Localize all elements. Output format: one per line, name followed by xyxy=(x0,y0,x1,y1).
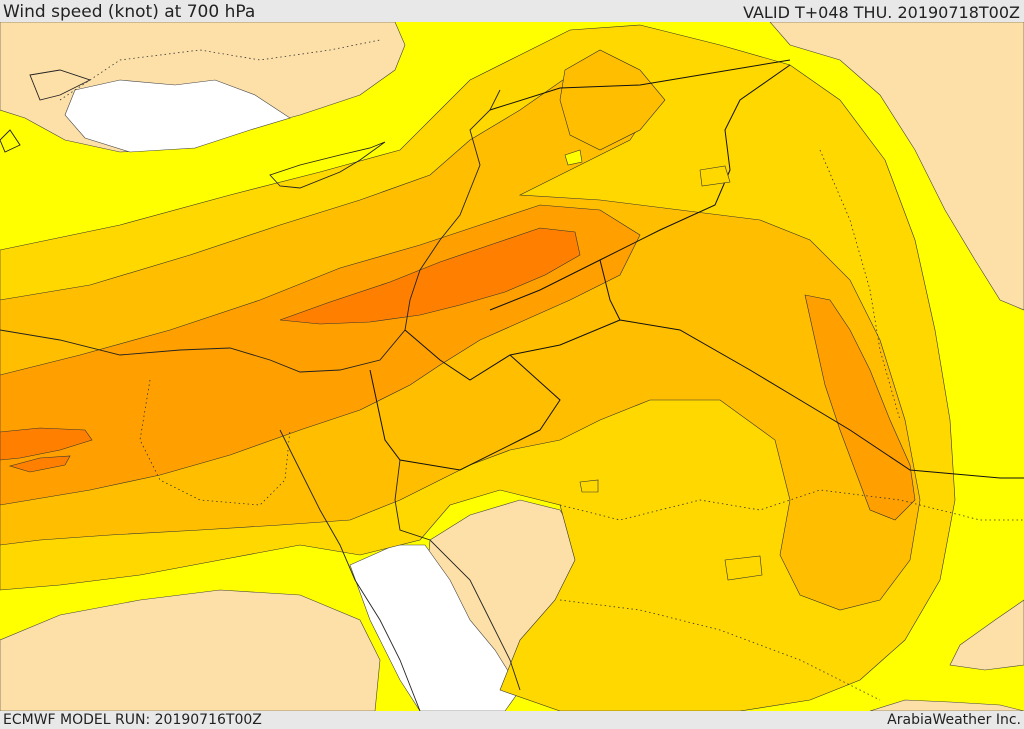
lake-mark-4 xyxy=(579,479,599,493)
valid-time: VALID T+048 THU. 20190718T00Z xyxy=(743,3,1020,22)
coastline-turkey xyxy=(0,69,92,153)
footer-bar: ECMWF MODEL RUN: 20190716T00Z ArabiaWeat… xyxy=(0,711,1024,729)
lake-mark-3 xyxy=(724,555,763,581)
model-run-label: ECMWF MODEL RUN: 20190716T00Z xyxy=(3,712,262,728)
calm-area-south xyxy=(349,544,521,711)
header-bar: Wind speed (knot) at 700 hPa VALID T+048… xyxy=(0,0,1024,22)
band-mid-high-north xyxy=(559,49,666,151)
border-line-2 xyxy=(489,64,791,311)
dotted-boundary-2 xyxy=(59,39,381,101)
low-wind-area-southwest xyxy=(0,589,381,711)
low-wind-area-east xyxy=(949,599,1024,671)
lake-mark xyxy=(564,149,583,166)
low-wind-area-south xyxy=(869,699,1024,711)
dotted-boundary-4 xyxy=(819,149,901,421)
wind-speed-map xyxy=(0,22,1024,711)
border-line-3 xyxy=(599,259,1024,479)
coastline-red-sea-west xyxy=(279,429,421,711)
coastline-cyprus xyxy=(269,141,386,189)
coastline-red-sea-east xyxy=(394,459,521,691)
band-high-east xyxy=(804,294,916,521)
band-highest xyxy=(279,227,581,325)
dotted-boundary-5 xyxy=(559,599,881,701)
border-line-4 xyxy=(509,319,621,356)
chart-title: Wind speed (knot) at 700 hPa xyxy=(3,2,256,22)
border-line-5 xyxy=(489,59,791,111)
band-highest-west-2 xyxy=(8,455,71,473)
band-highest-west xyxy=(0,427,93,461)
credit-label: ArabiaWeather Inc. xyxy=(887,712,1021,728)
border-line xyxy=(369,329,561,471)
low-wind-area-northeast xyxy=(769,22,1024,311)
lake-mark-2 xyxy=(699,165,731,187)
calm-area-north xyxy=(64,79,291,153)
